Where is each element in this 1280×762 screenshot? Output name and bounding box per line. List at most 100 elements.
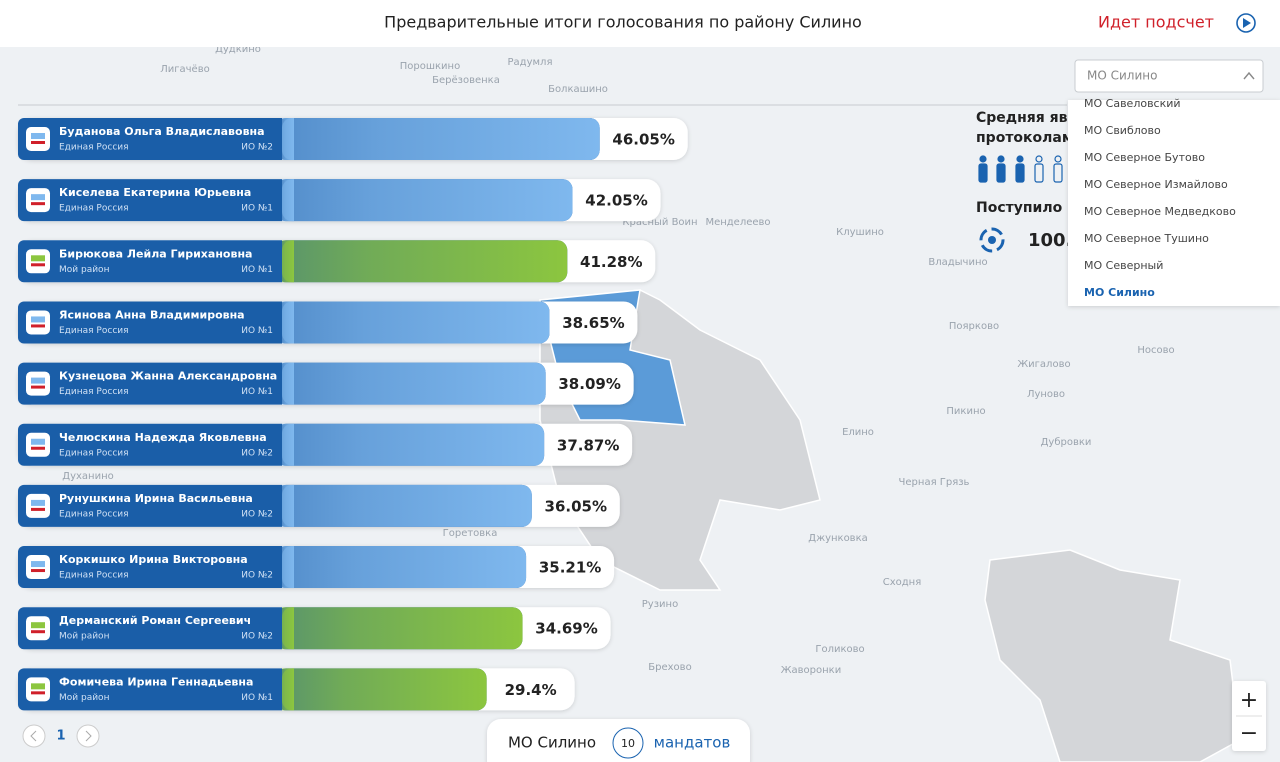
- summary-district: МО Силино: [508, 734, 596, 752]
- candidate-district: ИО №2: [241, 571, 273, 581]
- candidate-district: ИО №1: [241, 204, 273, 214]
- party-logo-mark: [31, 255, 45, 262]
- party-logo-mark: [31, 324, 45, 328]
- candidate-district: ИО №2: [241, 448, 273, 458]
- dropdown-option[interactable]: МО Северный: [1084, 259, 1163, 272]
- header-title: Предварительные итоги голосования по рай…: [384, 13, 862, 32]
- mandates-count: 10: [621, 737, 635, 750]
- zoom-out[interactable]: −: [1240, 721, 1258, 746]
- map-label: Сходня: [883, 577, 922, 588]
- map-label: Красный Воин: [622, 217, 697, 228]
- bar-square: [282, 668, 294, 711]
- bar: [282, 607, 523, 650]
- candidate-name: Фомичева Ирина Геннадьевна: [59, 675, 253, 688]
- bar-square: [282, 546, 294, 589]
- bar: [282, 240, 568, 283]
- map-label: Луново: [1027, 389, 1065, 400]
- candidate-row: Кузнецова Жанна Александровна Единая Росс…: [18, 362, 634, 405]
- pagination: 1: [22, 724, 100, 748]
- party-logo-mark: [31, 691, 45, 695]
- party-logo-mark: [31, 569, 45, 573]
- bar-square: [282, 607, 294, 650]
- info-panel: [18, 179, 282, 222]
- prev-page[interactable]: [22, 724, 46, 748]
- mandates-label: мандатов: [654, 734, 731, 752]
- bar: [282, 668, 487, 711]
- bar: [282, 546, 527, 589]
- candidate-district: ИО №1: [241, 265, 273, 275]
- info-panel: [18, 362, 282, 405]
- received-icon: [979, 227, 1005, 253]
- value-label: 29.4%: [505, 681, 557, 699]
- map-label: Владычино: [928, 257, 987, 268]
- dropdown-option[interactable]: МО Свиблово: [1084, 124, 1161, 137]
- candidate-row: Бирюкова Лейла Гирихановна Мой район ИО №1…: [18, 240, 656, 283]
- info-panel: [18, 118, 282, 160]
- value-label: 37.87%: [557, 436, 619, 454]
- map-label: Порошкино: [400, 61, 460, 72]
- dropdown-option[interactable]: МО Северное Медведково: [1084, 205, 1236, 218]
- candidate-name: Челюскина Надежда Яковлевна: [59, 431, 267, 444]
- candidate-name: Ясинова Анна Владимировна: [59, 308, 245, 321]
- candidate-district: ИО №1: [241, 326, 273, 336]
- party-logo-mark: [31, 316, 45, 323]
- candidate-party: Единая Россия: [59, 143, 129, 153]
- dropdown-option[interactable]: МО Северное Измайлово: [1084, 178, 1228, 191]
- dropdown-option[interactable]: МО Силино: [1084, 286, 1155, 299]
- next-page[interactable]: [76, 724, 100, 748]
- party-logo-mark: [31, 202, 45, 206]
- zoom-controls: + −: [1232, 681, 1266, 751]
- map-label: Духанино: [62, 471, 113, 482]
- candidate-party: Единая Россия: [59, 509, 129, 519]
- candidate-party: Мой район: [59, 693, 110, 703]
- value-label: 34.69%: [535, 620, 597, 638]
- candidate-row: Киселева Екатерина Юрьевна Единая Россия И…: [18, 179, 661, 222]
- info-panel: [18, 484, 282, 527]
- value-label: 38.65%: [562, 314, 624, 332]
- info-panel: [18, 607, 282, 650]
- candidate-name: Рунушкина Ирина Васильевна: [59, 492, 253, 505]
- candidate-row: Фомичева Ирина Геннадьевна Мой район ИО №1…: [18, 668, 575, 711]
- play-button[interactable]: [1236, 13, 1256, 33]
- map-label: Менделеево: [705, 217, 770, 228]
- party-logo-mark: [31, 622, 45, 629]
- candidate-district: ИО №2: [241, 632, 273, 642]
- candidate-party: Единая Россия: [59, 571, 129, 581]
- dropdown-options: МО Савеловский МО Свиблово МО Северное Бут…: [1084, 97, 1236, 299]
- candidate-party: Единая Россия: [59, 387, 129, 397]
- zoom-in[interactable]: +: [1240, 688, 1258, 713]
- district-select[interactable]: МО Силино: [1074, 59, 1264, 93]
- bar-square: [282, 179, 294, 222]
- party-logo-mark: [31, 141, 45, 144]
- map-label: Черная Грязь: [899, 477, 970, 488]
- map-label: Клушино: [836, 227, 884, 238]
- candidate-name: Бирюкова Лейла Гирихановна: [59, 247, 252, 260]
- candidate-party: Мой район: [59, 632, 110, 642]
- map-label: Пикино: [946, 406, 985, 417]
- party-logo-mark: [31, 133, 45, 139]
- dropdown-option[interactable]: МО Северное Бутово: [1084, 151, 1205, 164]
- value-label: 46.05%: [612, 131, 674, 149]
- dropdown-option[interactable]: МО Северное Тушино: [1084, 232, 1209, 245]
- candidate-row: Рунушкина Ирина Васильевна Единая Россия И…: [18, 484, 620, 527]
- candidate-party: Единая Россия: [59, 326, 129, 336]
- turnout-title: протоколам: [976, 130, 1073, 146]
- candidate-district: ИО №2: [241, 509, 273, 519]
- candidate-row: Коркишко Ирина Викторовна Единая Россия ИО…: [18, 546, 615, 589]
- party-logo-mark: [31, 385, 45, 389]
- map-label: Жигалово: [1017, 359, 1070, 370]
- candidate-name: Дерманский Роман Сергеевич: [59, 614, 251, 627]
- party-logo-mark: [31, 507, 45, 511]
- bar: [282, 423, 545, 466]
- party-logo-mark: [31, 561, 45, 568]
- dropdown-option[interactable]: МО Савеловский: [1084, 97, 1181, 110]
- party-logo-mark: [31, 377, 45, 384]
- map-label: Дубровки: [1041, 437, 1092, 448]
- candidate-district: ИО №1: [241, 387, 273, 397]
- page-number[interactable]: 1: [56, 729, 65, 744]
- candidate-row: Буданова Ольга Владиславовна Единая Росси…: [18, 118, 688, 160]
- info-panel: [18, 668, 282, 711]
- map-label: Берёзовенка: [432, 75, 500, 86]
